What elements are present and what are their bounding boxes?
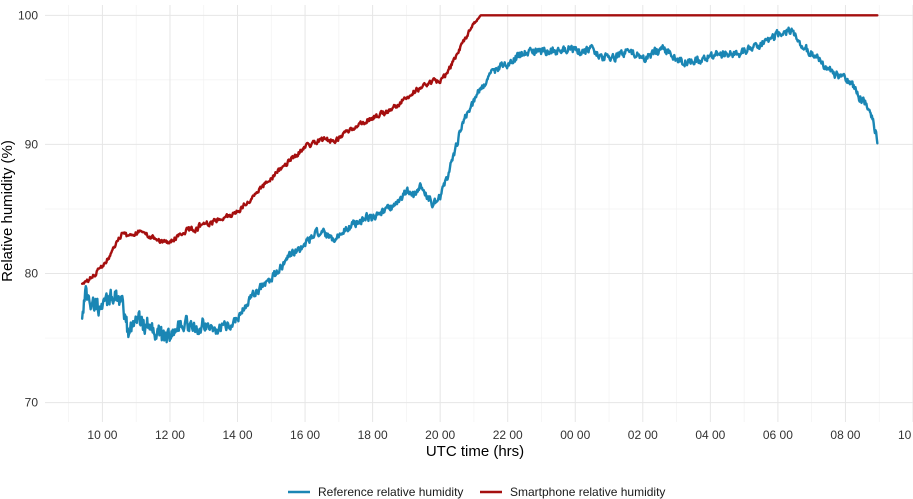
legend: Reference relative humidity Smartphone re… xyxy=(288,485,665,499)
y-axis-tick-labels: 70 80 90 100 xyxy=(18,8,38,409)
x-tick-label: 10 00 xyxy=(898,428,913,442)
series-layer xyxy=(80,14,879,344)
plot-grid xyxy=(45,5,913,422)
x-tick-label: 14 00 xyxy=(222,428,252,442)
legend-label: Smartphone relative humidity xyxy=(510,485,665,499)
y-tick-label: 70 xyxy=(25,396,39,410)
y-tick-label: 100 xyxy=(18,8,38,22)
x-axis-tick-labels: 10 00 12 00 14 00 16 00 18 00 20 00 22 00 00 00… xyxy=(87,428,913,442)
x-tick-label: 22 00 xyxy=(493,428,523,442)
y-axis-title: Relative humidity (%) xyxy=(0,140,16,282)
x-tick-label: 10 00 xyxy=(87,428,117,442)
legend-item-smartphone: Smartphone relative humidity xyxy=(480,485,665,499)
x-tick-label: 08 00 xyxy=(830,428,860,442)
x-tick-label: 06 00 xyxy=(763,428,793,442)
x-tick-label: 04 00 xyxy=(695,428,725,442)
x-tick-label: 00 00 xyxy=(560,428,590,442)
x-tick-label: 02 00 xyxy=(628,428,658,442)
x-tick-label: 12 00 xyxy=(155,428,185,442)
legend-item-reference: Reference relative humidity xyxy=(288,485,463,499)
x-tick-label: 20 00 xyxy=(425,428,455,442)
legend-label: Reference relative humidity xyxy=(318,485,463,499)
x-tick-label: 18 00 xyxy=(358,428,388,442)
smartphone-humidity-line xyxy=(80,14,879,285)
y-tick-label: 90 xyxy=(25,137,39,151)
x-tick-label: 16 00 xyxy=(290,428,320,442)
x-axis-title: UTC time (hrs) xyxy=(426,443,524,460)
y-tick-label: 80 xyxy=(25,267,39,281)
reference-humidity-line xyxy=(80,26,879,344)
